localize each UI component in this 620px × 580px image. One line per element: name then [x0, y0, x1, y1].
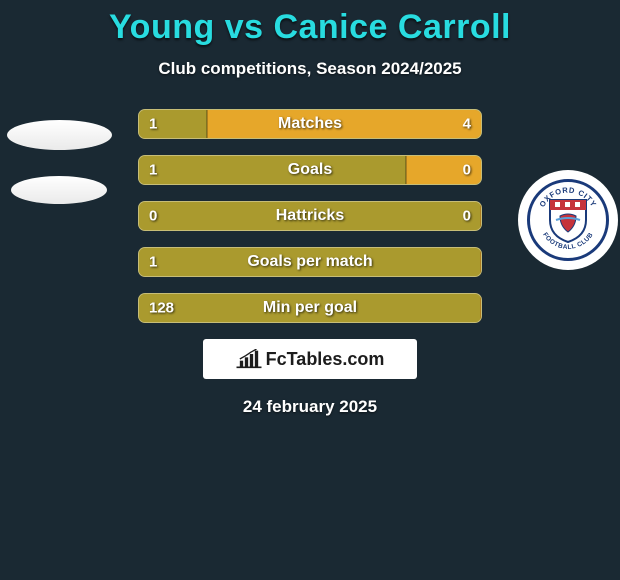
stat-row: 00Hattricks [138, 201, 482, 231]
date-label: 24 february 2025 [0, 397, 620, 417]
brand-text: FcTables.com [266, 349, 385, 370]
stat-row: 10Goals [138, 155, 482, 185]
page-title: Young vs Canice Carroll [0, 0, 620, 47]
stat-row: 1Goals per match [138, 247, 482, 277]
comparison-rows: 14Matches 10Goals 00Hattricks 1Goals per ma… [0, 109, 620, 323]
stat-label: Goals per match [139, 253, 481, 271]
stat-label: Matches [139, 115, 481, 133]
brand-badge: FcTables.com [203, 339, 417, 379]
stat-label: Hattricks [139, 207, 481, 225]
stat-label: Min per goal [139, 299, 481, 317]
stat-row: 14Matches [138, 109, 482, 139]
stat-label: Goals [139, 161, 481, 179]
comparison-card: Young vs Canice Carroll Club competition… [0, 0, 620, 580]
bar-chart-icon [236, 349, 262, 369]
subtitle: Club competitions, Season 2024/2025 [0, 59, 620, 79]
stat-row: 128Min per goal [138, 293, 482, 323]
